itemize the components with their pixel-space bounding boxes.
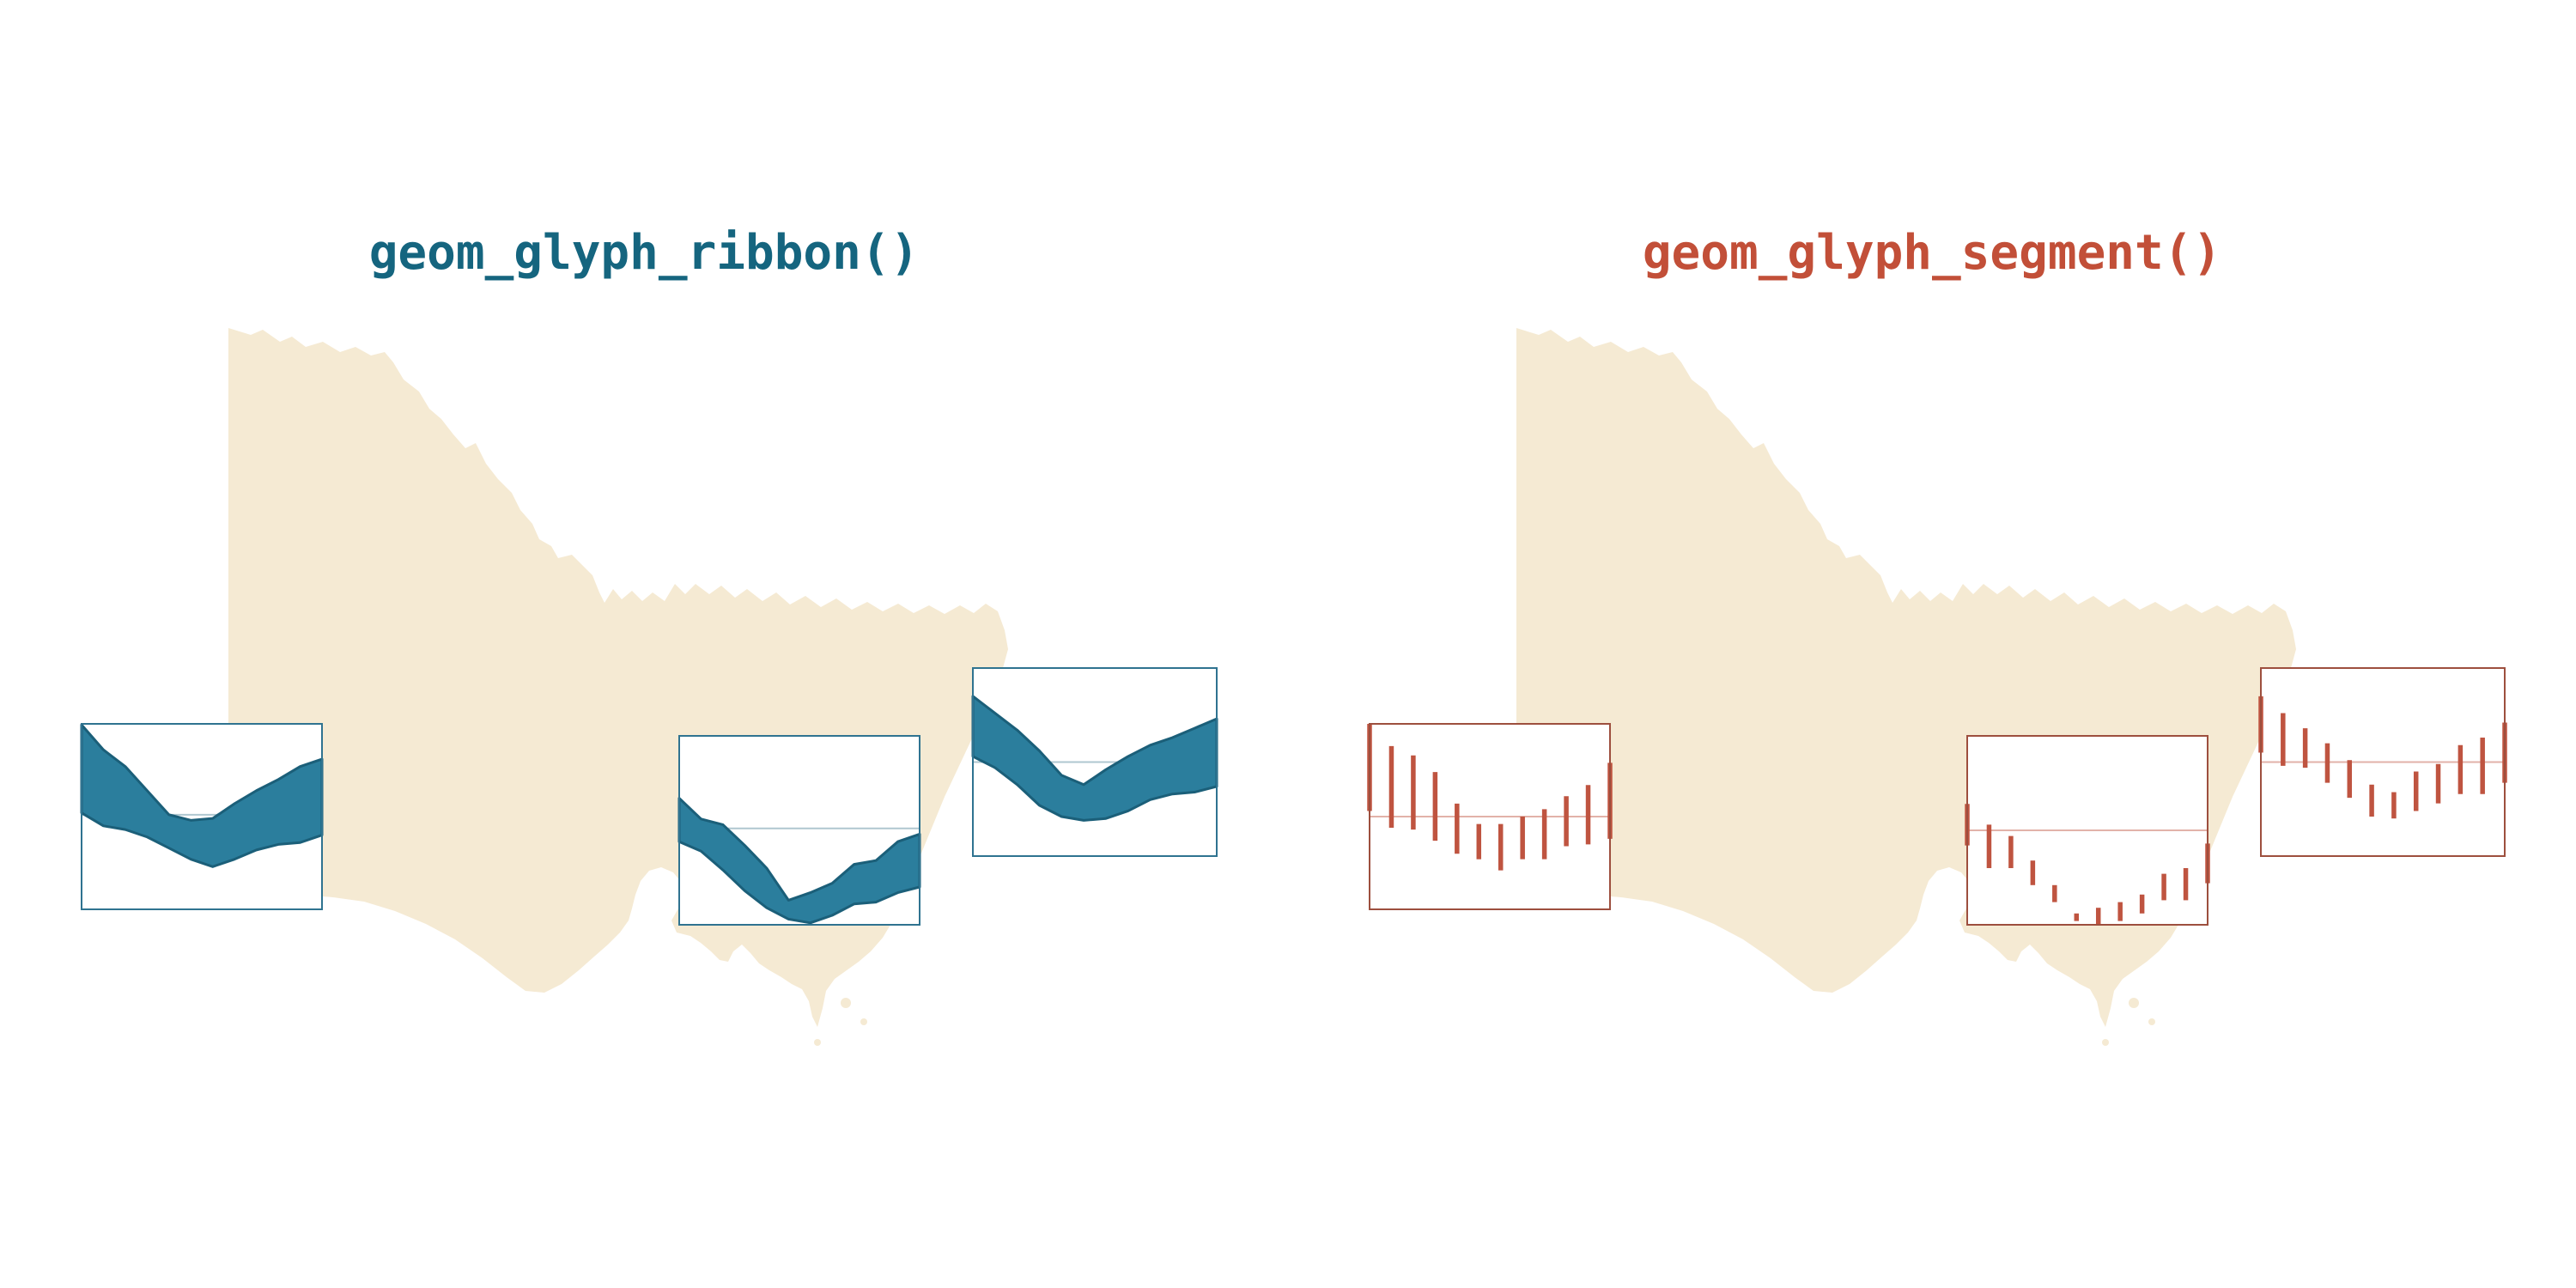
glyph-box-background	[2261, 668, 2505, 856]
map-island	[2148, 1018, 2155, 1025]
glyph-box	[1367, 723, 1613, 910]
glyph-box	[677, 735, 921, 926]
glyph-box-border	[2260, 667, 2506, 857]
segment-panel-title: geom_glyph_segment()	[1642, 225, 2222, 281]
glyph-box	[80, 723, 324, 910]
map-island	[2129, 998, 2139, 1008]
glyph-box-border	[678, 735, 920, 926]
panel-segment: geom_glyph_segment()	[1288, 0, 2576, 1288]
ribbon-panel-title: geom_glyph_ribbon()	[368, 225, 920, 281]
glyph-box	[1965, 735, 2210, 926]
ribbon-glyph-map-plot	[80, 328, 1218, 1046]
map-island	[841, 998, 851, 1008]
panel-ribbon: geom_glyph_ribbon()	[80, 225, 1218, 1046]
glyph-box	[971, 667, 1218, 857]
glyph-box-border	[972, 667, 1218, 857]
glyph-box-background	[1370, 724, 1610, 909]
glyph-box-background	[1967, 736, 2208, 925]
map-island	[860, 1018, 867, 1025]
glyph-box-border	[1966, 735, 2208, 926]
glyph-box-border	[1369, 723, 1611, 910]
glyph-box	[2258, 667, 2507, 857]
glyph-box-border	[81, 723, 323, 910]
map-island	[2102, 1039, 2109, 1046]
segment-glyph-map-plot	[1367, 328, 2507, 1046]
map-island	[814, 1039, 821, 1046]
